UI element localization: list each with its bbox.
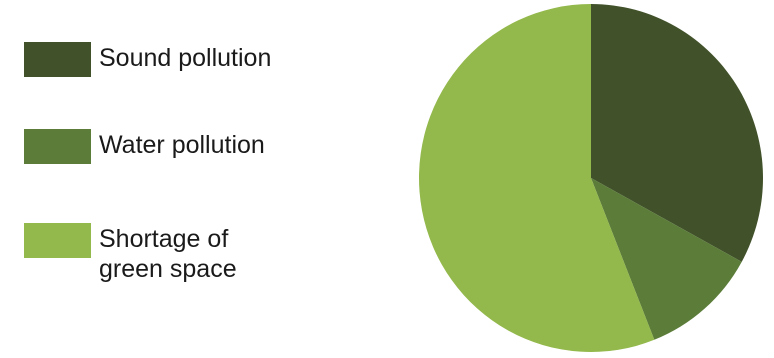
legend-item-water-pollution: Water pollution bbox=[24, 129, 265, 164]
legend-item-green-space: Shortage of green space bbox=[24, 223, 237, 284]
legend-label-water-pollution: Water pollution bbox=[99, 131, 265, 159]
legend-swatch-water-pollution bbox=[24, 129, 91, 164]
legend-item-sound-pollution: Sound pollution bbox=[24, 42, 271, 77]
legend-swatch-sound-pollution bbox=[24, 42, 91, 77]
legend-label-sound-pollution: Sound pollution bbox=[99, 44, 272, 72]
pie-slice-water-pollution bbox=[591, 178, 742, 340]
pie-slice-green-space bbox=[418, 4, 655, 352]
legend: Sound pollution Water pollution Shortage… bbox=[24, 42, 271, 284]
legend-swatch-green-space bbox=[24, 223, 91, 258]
pie-slice-sound-pollution bbox=[591, 4, 763, 262]
legend-label-green-space: Shortage of green space bbox=[99, 225, 237, 283]
